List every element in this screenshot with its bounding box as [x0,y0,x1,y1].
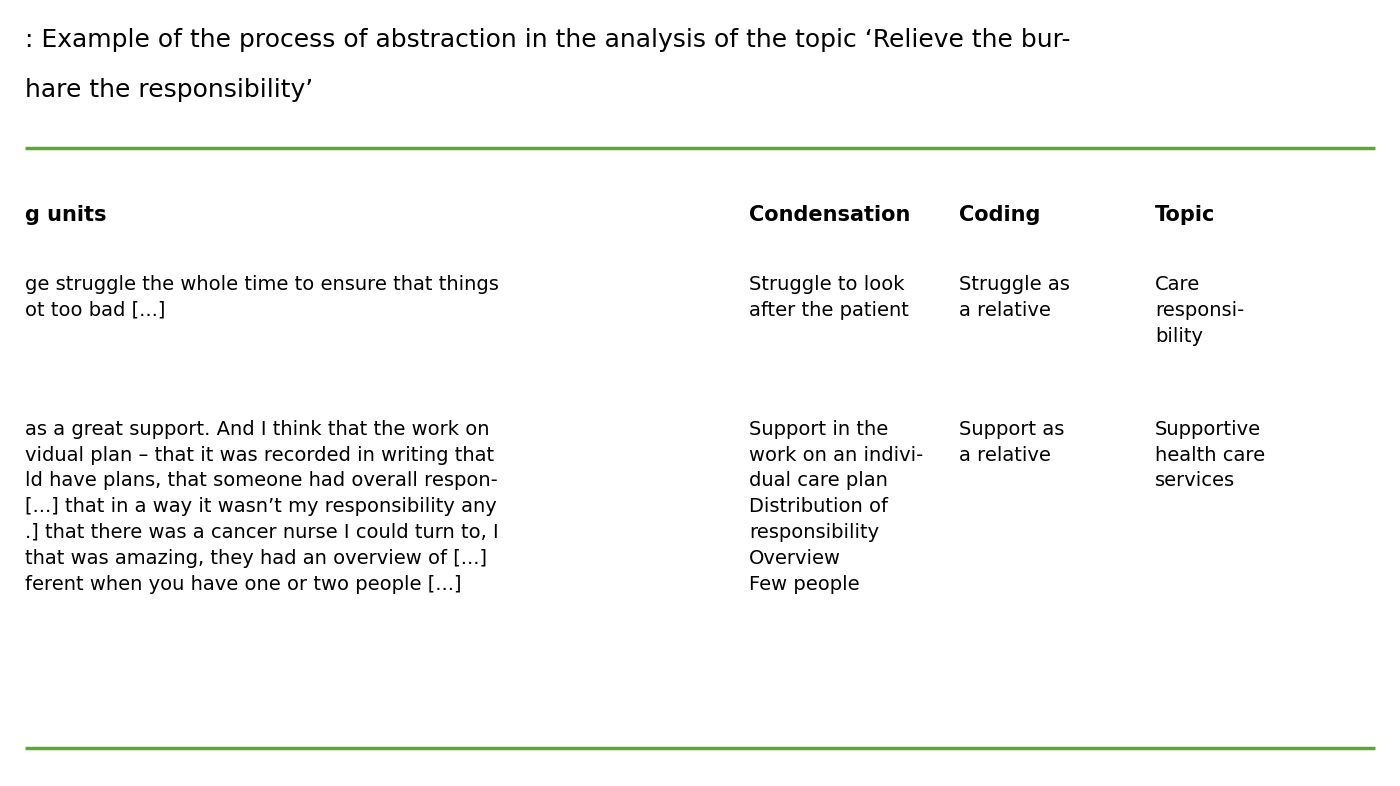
Text: Coding: Coding [959,205,1040,225]
Text: Supportive
health care
services: Supportive health care services [1155,420,1266,490]
Text: g units: g units [25,205,106,225]
Text: Care
responsi-
bility: Care responsi- bility [1155,275,1245,346]
Text: ge struggle the whole time to ensure that things
ot too bad [...]: ge struggle the whole time to ensure tha… [25,275,498,320]
Text: Support as
a relative: Support as a relative [959,420,1064,465]
Text: Struggle as
a relative: Struggle as a relative [959,275,1070,320]
Text: hare the responsibility’: hare the responsibility’ [25,78,314,102]
Text: Support in the
work on an indivi-
dual care plan
Distribution of
responsibility
: Support in the work on an indivi- dual c… [749,420,923,593]
Text: Struggle to look
after the patient: Struggle to look after the patient [749,275,909,320]
Text: Topic: Topic [1155,205,1215,225]
Text: as a great support. And I think that the work on
vidual plan – that it was recor: as a great support. And I think that the… [25,420,498,593]
Text: Condensation: Condensation [749,205,910,225]
Text: : Example of the process of abstraction in the analysis of the topic ‘Relieve th: : Example of the process of abstraction … [25,28,1071,52]
